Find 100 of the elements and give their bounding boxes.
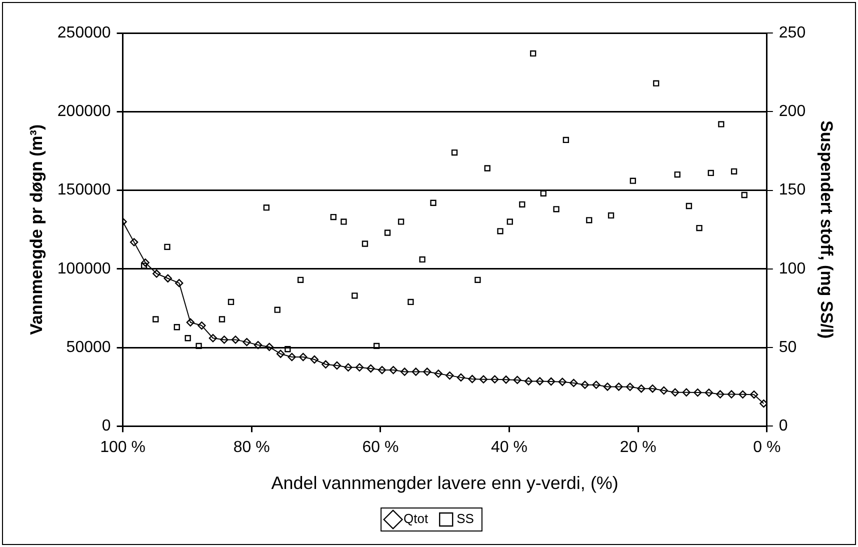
point <box>451 149 458 156</box>
point <box>378 366 386 374</box>
point <box>355 363 364 372</box>
point <box>276 350 285 358</box>
x-tick-label: 80 % <box>233 439 270 456</box>
point <box>400 368 409 376</box>
point <box>479 375 488 384</box>
point <box>218 316 226 322</box>
point <box>653 80 660 86</box>
y-tick-label: 150000 <box>57 182 111 199</box>
point <box>198 321 206 330</box>
point <box>686 202 692 210</box>
point <box>580 380 590 389</box>
point <box>254 340 262 350</box>
point <box>352 292 358 299</box>
point <box>140 262 148 269</box>
point <box>750 390 758 399</box>
y2-tick-label: 100 <box>778 260 806 278</box>
point <box>614 382 623 391</box>
point <box>637 384 646 393</box>
point <box>164 244 170 250</box>
point <box>373 342 380 350</box>
x-tick-label: 40 % <box>491 439 528 456</box>
point <box>524 377 533 386</box>
y-axis-title: Vannmengde pr døgn (m³) <box>26 124 46 335</box>
point <box>502 376 510 384</box>
point <box>434 370 443 378</box>
point <box>497 228 504 234</box>
point <box>562 136 570 144</box>
y-tick-label: 100000 <box>57 260 111 278</box>
point <box>696 224 702 232</box>
point <box>196 342 202 350</box>
legend-label: SS <box>456 511 474 526</box>
y-tick-label: 50000 <box>66 338 111 356</box>
legend-label: Qtot <box>404 511 428 526</box>
point <box>299 352 308 362</box>
point <box>184 335 191 342</box>
point <box>468 374 476 384</box>
point <box>608 212 614 219</box>
point <box>708 170 714 176</box>
point <box>704 388 714 397</box>
point <box>553 206 560 212</box>
point <box>474 276 481 284</box>
point <box>419 256 426 263</box>
point <box>408 298 414 306</box>
point <box>727 390 736 398</box>
point <box>430 200 436 206</box>
point <box>592 380 600 389</box>
x-axis-title: Andel vannmengder lavere enn y-verdi, (%) <box>271 473 618 494</box>
y2-axis-title: Suspendert stoff, (mg SS/l) <box>817 120 836 339</box>
point <box>384 230 391 236</box>
point <box>263 204 270 211</box>
point <box>741 192 748 198</box>
point <box>265 342 274 352</box>
point <box>660 386 668 395</box>
point <box>362 240 368 247</box>
point <box>288 352 296 362</box>
point <box>490 375 499 384</box>
point <box>671 388 680 396</box>
point <box>208 334 218 342</box>
point <box>456 373 466 382</box>
point <box>231 336 240 344</box>
y-tick-label: 0 <box>102 418 111 435</box>
point <box>446 371 454 380</box>
point <box>536 377 544 386</box>
y2-tick-label: 150 <box>778 182 806 199</box>
point <box>344 363 352 372</box>
point <box>330 214 336 220</box>
point <box>174 324 180 330</box>
point <box>389 366 398 374</box>
point <box>716 390 724 398</box>
point <box>220 336 228 344</box>
point <box>423 368 432 376</box>
y2-tick-label: 250 <box>778 24 806 42</box>
y2-tick-label: 50 <box>778 338 797 356</box>
point <box>694 388 702 397</box>
point <box>674 171 680 178</box>
point <box>398 218 404 225</box>
point <box>630 178 636 184</box>
point <box>730 168 738 174</box>
point <box>506 218 513 225</box>
point <box>366 364 375 373</box>
point <box>310 355 319 364</box>
point <box>760 399 767 408</box>
point <box>340 218 347 225</box>
y-tick-label: 250000 <box>57 24 111 42</box>
point <box>558 378 566 386</box>
point <box>519 201 526 208</box>
point <box>152 270 161 278</box>
x-tick-label: 0 % <box>753 439 781 456</box>
point <box>322 360 330 368</box>
point <box>648 384 657 393</box>
point <box>186 318 195 326</box>
x-tick-label: 60 % <box>362 439 399 456</box>
point <box>228 298 234 306</box>
point <box>718 121 724 128</box>
y2-tick-label: 0 <box>778 418 788 435</box>
point <box>603 382 612 391</box>
point <box>412 368 420 376</box>
y-tick-label: 200000 <box>57 103 111 120</box>
